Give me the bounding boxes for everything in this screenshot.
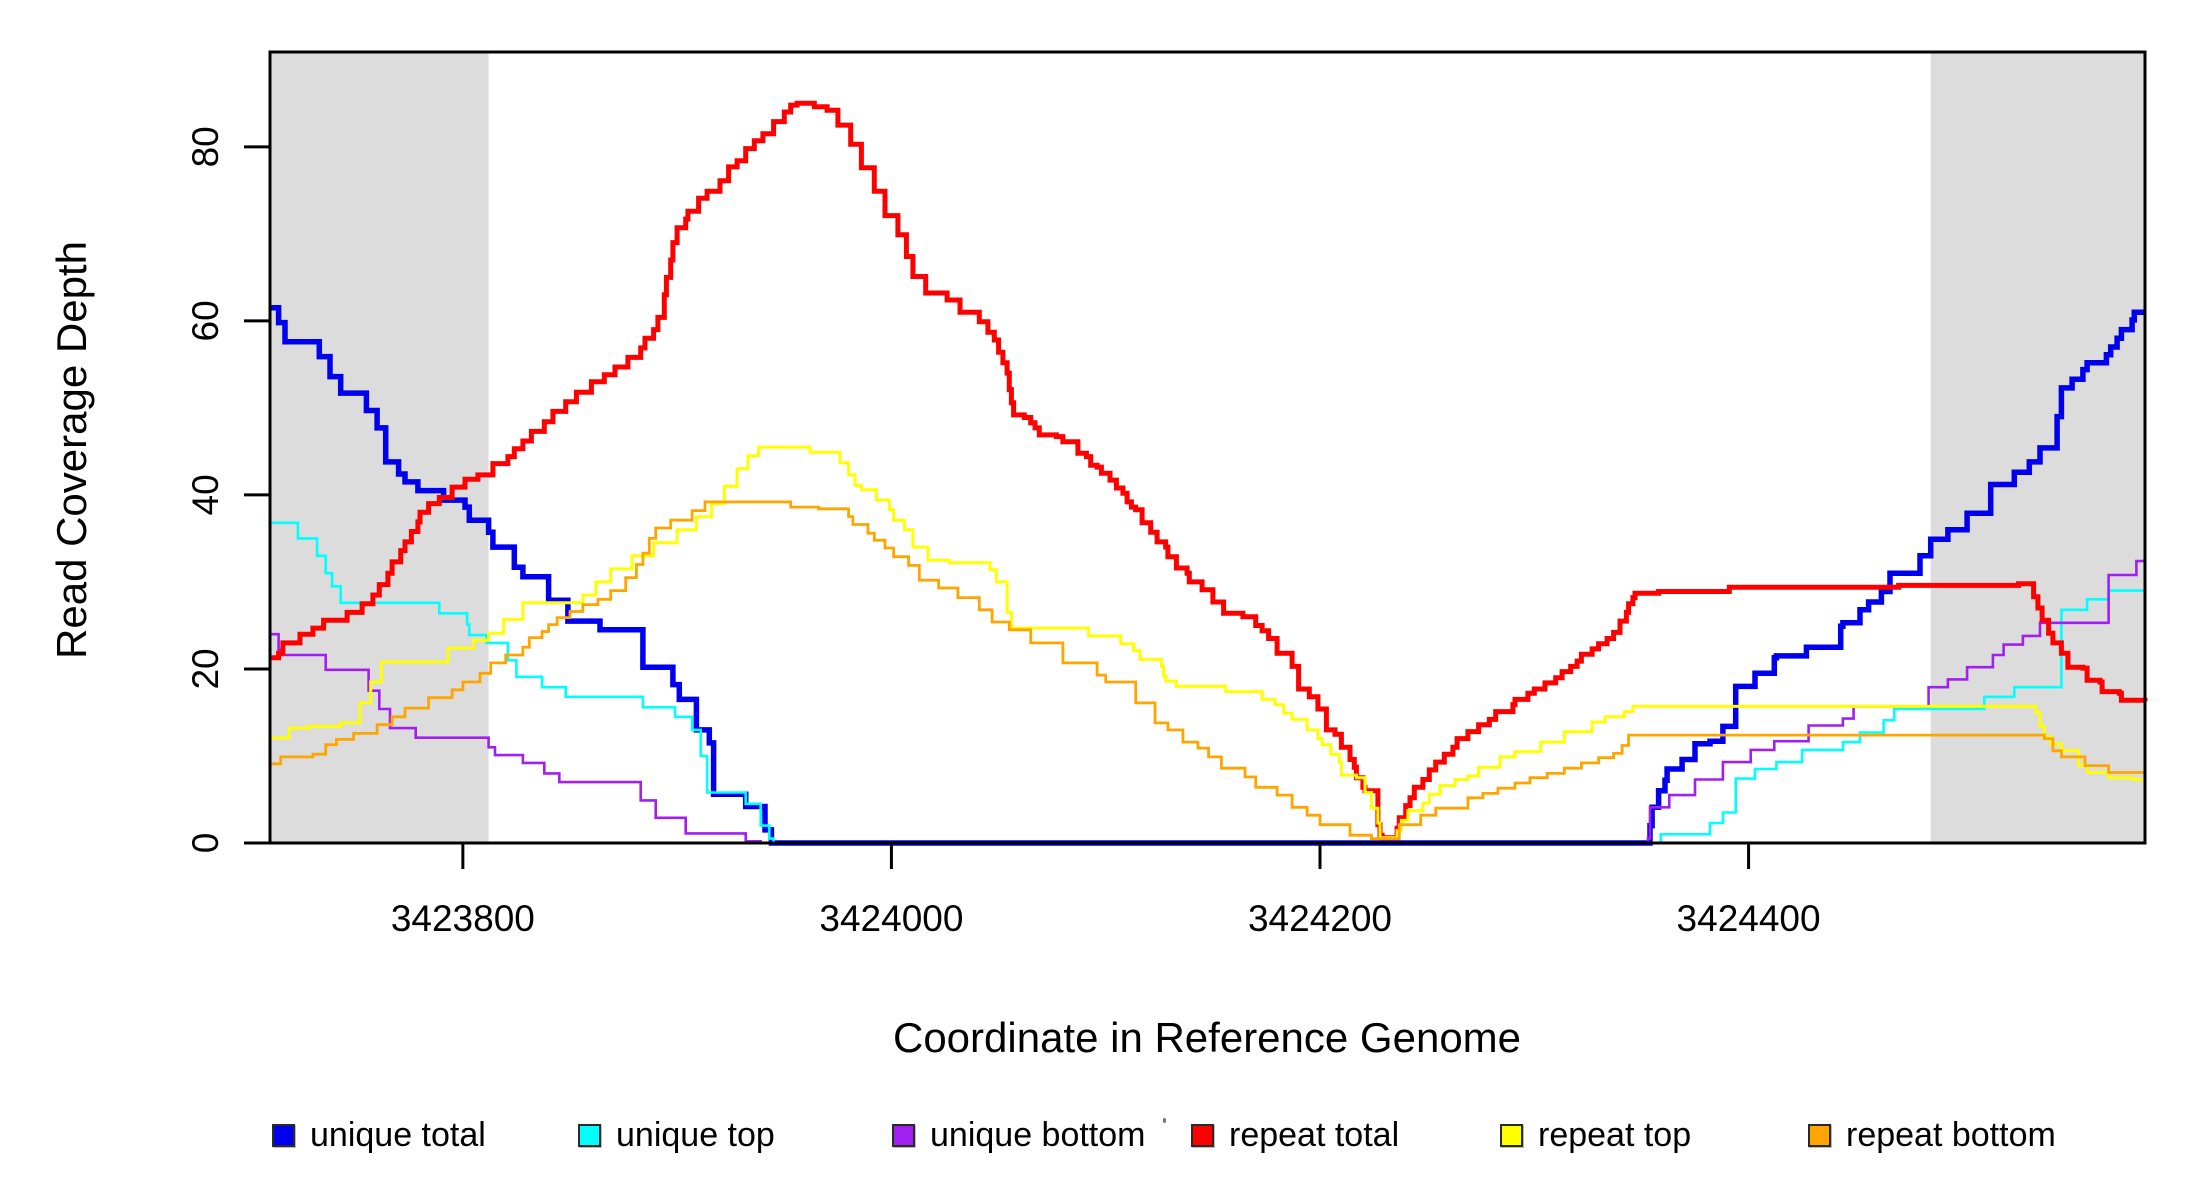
x-axis-title: Coordinate in Reference Genome bbox=[892, 1014, 1522, 1061]
y-tick-label: 80 bbox=[185, 126, 226, 167]
legend-item-repeat-total: repeat total bbox=[1191, 1115, 1400, 1154]
series-unique-top bbox=[270, 521, 2145, 845]
legend-label: unique total bbox=[310, 1115, 486, 1154]
legend-label: repeat total bbox=[1229, 1115, 1400, 1154]
legend-swatch-icon bbox=[1808, 1123, 1831, 1147]
legend-swatch-icon bbox=[1191, 1123, 1214, 1147]
legend-label: unique top bbox=[616, 1115, 775, 1154]
plot-border bbox=[268, 50, 2147, 845]
legend-swatch-icon bbox=[892, 1123, 915, 1147]
shaded-region bbox=[270, 52, 489, 843]
legend-item-unique-total: unique total bbox=[272, 1115, 486, 1154]
x-tick-label: 3424000 bbox=[819, 898, 963, 939]
legend-swatch-icon bbox=[1500, 1123, 1523, 1147]
legend-label: unique bottom bbox=[930, 1115, 1146, 1154]
series-repeat-total bbox=[270, 100, 2148, 841]
x-tick-label: 3424200 bbox=[1248, 898, 1392, 939]
legend-label: repeat top bbox=[1538, 1115, 1692, 1154]
y-tick-label: 0 bbox=[185, 833, 226, 854]
x-tick-label: 3424400 bbox=[1677, 898, 1821, 939]
legend-label: repeat bottom bbox=[1846, 1115, 2056, 1154]
legend-item-unique-top: unique top bbox=[578, 1115, 775, 1154]
y-axis-title: Read Coverage Depth bbox=[48, 241, 95, 659]
legend-item-repeat-bottom: repeat bottom bbox=[1808, 1115, 2056, 1154]
y-tick-label: 60 bbox=[185, 300, 226, 341]
y-tick-label: 20 bbox=[185, 648, 226, 689]
legend-item-repeat-top: repeat top bbox=[1500, 1115, 1692, 1154]
y-tick-label: 40 bbox=[185, 474, 226, 515]
x-tick-label: 3423800 bbox=[391, 898, 535, 939]
legend-swatch-icon bbox=[578, 1123, 601, 1147]
series-unique-total bbox=[270, 305, 2145, 846]
legend-item-unique-bottom: unique bottom bbox=[892, 1115, 1146, 1154]
series-repeat-bottom bbox=[270, 500, 2145, 840]
legend-swatch-icon bbox=[272, 1123, 295, 1147]
series-unique-bottom bbox=[270, 558, 2147, 845]
stray-mark bbox=[1163, 1118, 1166, 1123]
series-repeat-top bbox=[270, 445, 2145, 840]
